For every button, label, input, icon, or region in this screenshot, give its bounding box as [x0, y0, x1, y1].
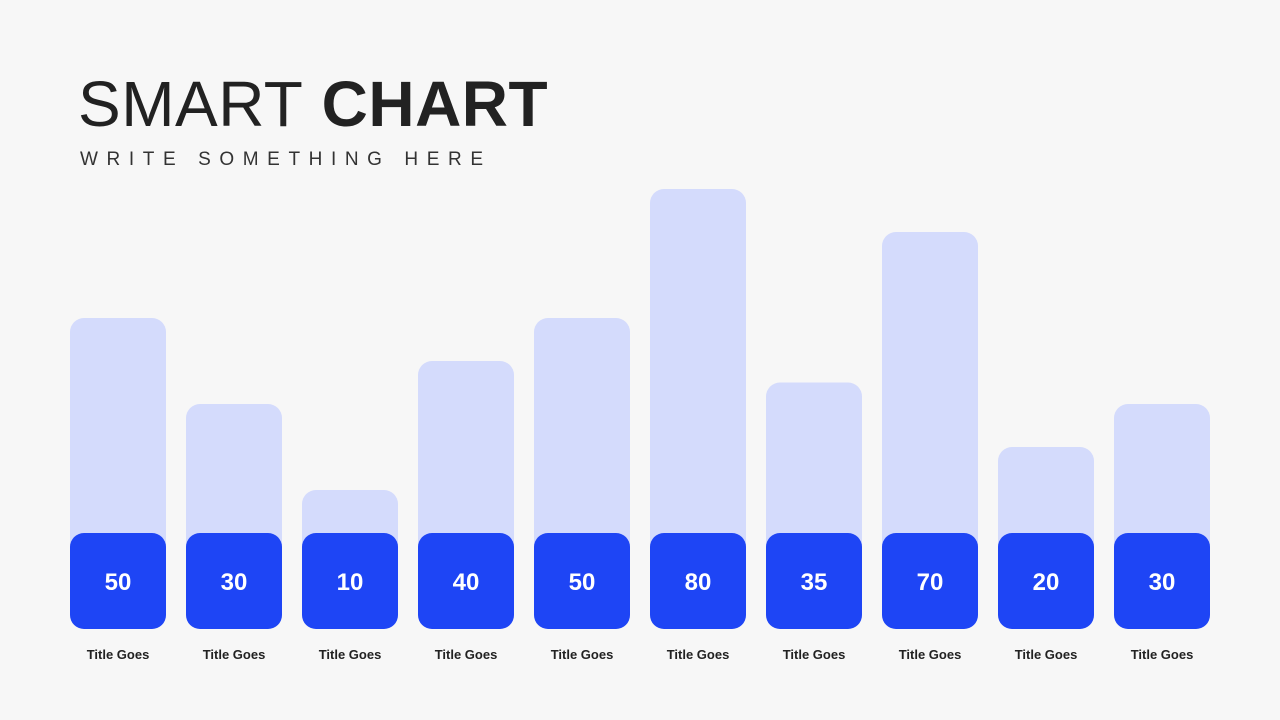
- bar-value-box: [186, 533, 282, 629]
- bar-value-label: 70: [917, 569, 944, 596]
- category-label: Title Goes: [1131, 647, 1194, 662]
- bar-group: 30 Title Goes: [1114, 404, 1210, 662]
- bar-value-box: [302, 533, 398, 629]
- bar-value-label: 10: [337, 569, 364, 596]
- bar-value-box: [534, 533, 630, 629]
- bar-group: 10 Title Goes: [302, 490, 398, 662]
- bar-group: 70 Title Goes: [882, 232, 978, 662]
- bar-value-box: [1114, 533, 1210, 629]
- bar-value-label: 40: [453, 569, 480, 596]
- category-label: Title Goes: [551, 647, 614, 662]
- bar-background: [650, 189, 746, 629]
- bar-group: 50 Title Goes: [70, 318, 166, 662]
- category-label: Title Goes: [667, 647, 730, 662]
- bar-value-box: [418, 533, 514, 629]
- category-label: Title Goes: [87, 647, 150, 662]
- category-label: Title Goes: [899, 647, 962, 662]
- chart-title: SMART CHART: [78, 64, 548, 144]
- bar-background: [882, 232, 978, 629]
- category-label: Title Goes: [203, 647, 266, 662]
- bar-value-box: [70, 533, 166, 629]
- bar-group: 30 Title Goes: [186, 404, 282, 662]
- category-label: Title Goes: [1015, 647, 1078, 662]
- bar-group: 40 Title Goes: [418, 361, 514, 662]
- bar-value-label: 50: [569, 569, 596, 596]
- bar-value-label: 80: [685, 569, 712, 596]
- chart-title-light: SMART: [78, 68, 304, 140]
- bar-group: 80 Title Goes: [650, 189, 746, 662]
- bar-group: 35 Title Goes: [766, 382, 862, 662]
- bar-value-box: [766, 533, 862, 629]
- category-label: Title Goes: [783, 647, 846, 662]
- bar-value-box: [882, 533, 978, 629]
- bar-value-label: 50: [105, 569, 132, 596]
- bar-value-box: [998, 533, 1094, 629]
- bar-value-label: 20: [1033, 569, 1060, 596]
- chart-title-bold: CHART: [321, 68, 549, 140]
- bar-value-box: [650, 533, 746, 629]
- bar-value-label: 30: [1149, 569, 1176, 596]
- bar-value-label: 30: [221, 569, 248, 596]
- bar-value-label: 35: [801, 569, 828, 596]
- bar-group: 20 Title Goes: [998, 447, 1094, 662]
- category-label: Title Goes: [435, 647, 498, 662]
- bar-group: 50 Title Goes: [534, 318, 630, 662]
- chart-subtitle: WRITE SOMETHING HERE: [80, 149, 492, 170]
- category-label: Title Goes: [319, 647, 382, 662]
